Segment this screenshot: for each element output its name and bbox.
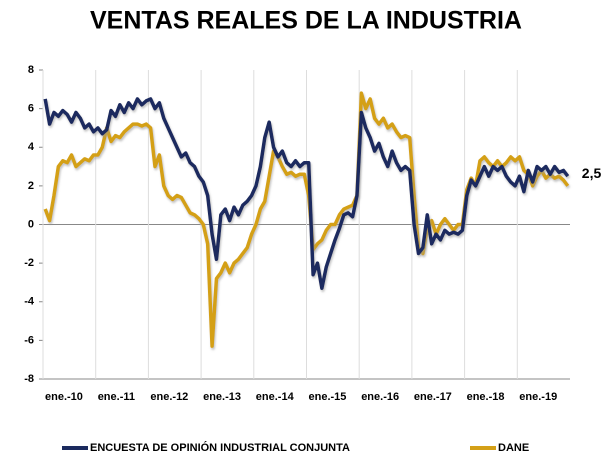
y-tick-label: -8 — [24, 373, 34, 385]
x-tick-label: ene.-18 — [467, 391, 505, 403]
y-tick-label: -2 — [24, 257, 34, 269]
y-tick-label: 2 — [28, 180, 34, 192]
x-tick-label: ene.-13 — [203, 391, 241, 403]
chart-title: VENTAS REALES DE LA INDUSTRIA — [90, 7, 522, 35]
x-tick-label: ene.-12 — [150, 391, 188, 403]
y-tick-label: 0 — [28, 218, 34, 230]
legend-label: ENCUESTA DE OPINIÓN INDUSTRIAL CONJUNTA — [90, 441, 350, 454]
y-tick-label: 8 — [28, 64, 34, 76]
x-tick-label: ene.-14 — [256, 391, 295, 403]
legend-label: DANE — [498, 442, 529, 454]
x-tick-label: ene.-16 — [361, 391, 399, 403]
x-tick-label: ene.-19 — [519, 391, 557, 403]
x-tick-label: ene.-17 — [414, 391, 452, 403]
x-tick-label: ene.-15 — [309, 391, 347, 403]
x-tick-label: ene.-11 — [98, 391, 135, 403]
x-tick-label: ene.-10 — [45, 391, 83, 403]
series-line — [43, 91, 570, 348]
y-tick-label: -4 — [24, 296, 35, 308]
y-tick-label: 4 — [28, 141, 35, 153]
y-tick-label: -6 — [24, 334, 34, 346]
series-line — [43, 97, 570, 290]
y-tick-label: 6 — [28, 103, 34, 115]
annotation: 2,5 — [582, 165, 602, 181]
